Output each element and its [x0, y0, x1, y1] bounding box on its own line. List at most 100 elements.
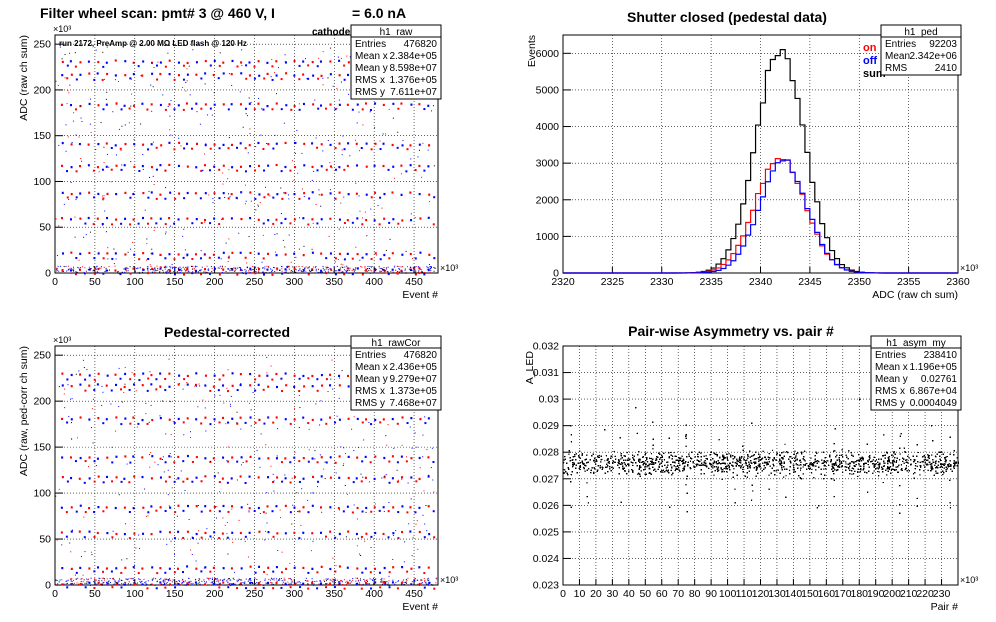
data-point [69, 60, 72, 63]
data-point [70, 268, 72, 270]
data-point [146, 268, 148, 270]
data-point [225, 423, 227, 425]
data-point [381, 581, 383, 583]
data-point [312, 74, 315, 77]
data-point [152, 175, 154, 177]
data-point [262, 388, 265, 391]
data-point [124, 60, 127, 63]
data-point [391, 417, 394, 421]
data-point [96, 531, 99, 535]
data-point [79, 192, 82, 195]
data-point [322, 267, 324, 269]
data-point [303, 584, 305, 586]
data-point [298, 377, 301, 380]
data-point [147, 377, 150, 380]
data-point [425, 504, 427, 506]
data-point [168, 59, 171, 62]
data-point [151, 579, 153, 581]
data-point [263, 584, 265, 586]
data-point [430, 467, 432, 469]
data-point [370, 196, 373, 199]
x-exponent: ×10³ [960, 263, 978, 273]
data-point [129, 272, 132, 275]
data-point [374, 252, 377, 255]
data-point [347, 61, 350, 64]
data-point [168, 358, 170, 360]
data-point [230, 193, 233, 196]
data-point [123, 104, 126, 107]
data-point [76, 582, 78, 584]
data-point [374, 267, 376, 269]
data-point [121, 401, 123, 403]
data-point [409, 252, 412, 256]
data-point [79, 267, 81, 269]
data-point [186, 374, 189, 378]
data-point [343, 196, 345, 198]
data-point [137, 572, 140, 575]
data-point [142, 168, 144, 170]
data-point [136, 268, 138, 270]
data-point [292, 271, 294, 273]
data-point [167, 269, 169, 271]
data-point [312, 222, 314, 224]
data-point [66, 77, 69, 80]
data-point [365, 532, 368, 535]
data-point [93, 460, 96, 463]
data-point [293, 104, 296, 108]
data-point [57, 254, 59, 256]
data-point [194, 253, 197, 256]
data-point [404, 582, 406, 584]
data-point [164, 266, 166, 268]
data-point [228, 577, 230, 579]
data-point [195, 581, 197, 583]
data-point [164, 571, 167, 574]
data-point [285, 72, 288, 75]
data-point [329, 103, 332, 106]
data-point [320, 581, 322, 583]
y-tick-label: 1000 [536, 231, 560, 243]
data-point [316, 389, 319, 392]
data-point [394, 265, 396, 267]
data-point [378, 223, 381, 226]
data-point [266, 356, 268, 358]
data-point [343, 579, 345, 581]
data-point [333, 270, 335, 272]
data-point [339, 377, 341, 379]
data-point [249, 577, 251, 579]
data-point [101, 583, 103, 585]
data-point [334, 580, 336, 582]
data-point [432, 510, 435, 513]
data-point [346, 55, 348, 57]
data-point [103, 146, 105, 148]
data-point [88, 418, 91, 421]
data-point [173, 553, 175, 555]
data-point [60, 506, 63, 509]
data-point [396, 422, 399, 425]
data-point [138, 578, 140, 580]
data-point [338, 252, 341, 256]
data-point [266, 582, 268, 584]
data-point [267, 566, 270, 569]
data-point [123, 583, 126, 586]
data-point [286, 266, 288, 268]
data-point [352, 577, 354, 579]
data-point [351, 273, 354, 276]
data-point [145, 402, 147, 404]
data-point [105, 231, 107, 233]
data-point [184, 584, 186, 586]
data-point [340, 271, 342, 273]
data-point [95, 583, 97, 585]
data-point [386, 270, 388, 272]
data-point [100, 267, 102, 269]
data-point [280, 213, 282, 215]
data-point [334, 270, 336, 272]
data-point [262, 108, 265, 111]
data-point [275, 60, 278, 63]
data-point [178, 267, 180, 269]
data-point [274, 270, 276, 272]
data-point [189, 94, 191, 96]
data-point [267, 164, 270, 167]
data-point [423, 273, 426, 276]
data-point [431, 584, 433, 586]
data-point [166, 271, 168, 273]
